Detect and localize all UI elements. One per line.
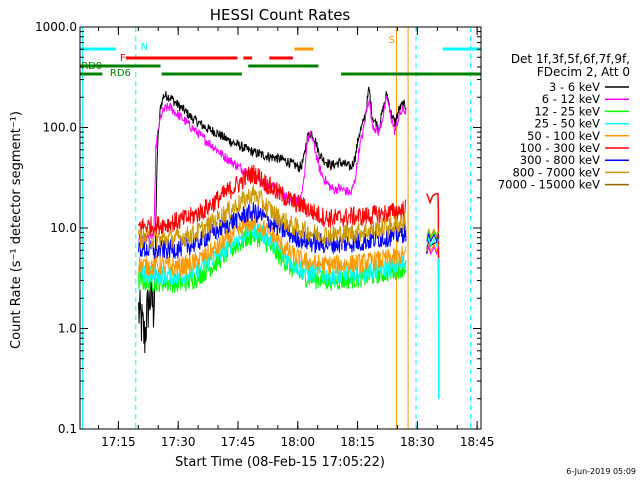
x-tick-label-5: 18:30 [400,435,435,449]
state-label-rd0: RD0 [81,61,102,72]
footer-date: 6-Jun-2019 05:09 [566,467,636,476]
tail-line-3 [426,232,439,244]
legend-label-3: 25 - 50 keV [534,117,600,131]
series-line-5 [138,164,407,238]
y-axis-label: Count Rate (s⁻¹ detector segment⁻¹) [9,111,24,349]
x-tick-label-0: 17:15 [101,435,136,449]
x-tick-label-1: 17:30 [161,435,196,449]
x-axis-label: Start Time (08-Feb-15 17:05:22) [175,455,385,470]
tail-line-4 [426,227,439,238]
state-label-f: F [120,53,126,64]
legend-label-8: 7000 - 15000 keV [498,178,600,192]
y-tick-label-2: 10.0 [50,221,77,235]
legend-label-5: 100 - 300 keV [520,141,600,155]
tail-segment-0 [426,192,440,339]
legend-label-2: 12 - 25 keV [534,104,600,118]
x-tick-label-3: 18:00 [280,435,315,449]
y-tick-label-0: 0.1 [58,422,77,436]
series-line-4 [138,213,407,277]
legend-label-6: 300 - 800 keV [520,153,600,167]
x-tick-label-4: 18:15 [340,435,375,449]
legend-label-4: 50 - 100 keV [527,129,600,143]
state-label-s: S [389,35,395,46]
state-label-n: N [141,42,148,53]
state-label-rd6: RD6 [110,68,131,79]
tail-line-5 [426,245,439,256]
series-line-0 [138,86,407,353]
axes: 0.1 1.0 10.0 100.0 1000.0 17:15 17:30 17:45 18:0… [35,20,494,449]
legend-header-0: Det 1f,3f,5f,6f,7f,9f, [511,52,630,66]
x-tick-label-2: 17:45 [221,435,256,449]
legend-label-0: 3 - 6 keV [549,80,600,94]
legend-header-1: FDecim 2, Att 0 [537,65,630,79]
plot-area: N F S RD0 RD6 [80,27,481,429]
legend-label-1: 6 - 12 keV [542,92,600,106]
chart-title: HESSI Count Rates [210,6,351,24]
y-tick-label-4: 1000.0 [35,20,77,34]
legend-label-7: 800 - 7000 keV [512,165,600,179]
tail-line-1 [426,237,439,248]
tail-line-0 [426,229,439,241]
y-tick-label-1: 1.0 [58,322,77,336]
series-line-1 [138,95,407,243]
y-tick-label-3: 100.0 [43,121,77,135]
legend: Det 1f,3f,5f,6f,7f,9f,FDecim 2, Att 03 -… [498,52,630,192]
series-line-7 [138,184,407,250]
x-tick-label-6: 18:45 [460,435,495,449]
tail-line-2 [426,242,439,253]
